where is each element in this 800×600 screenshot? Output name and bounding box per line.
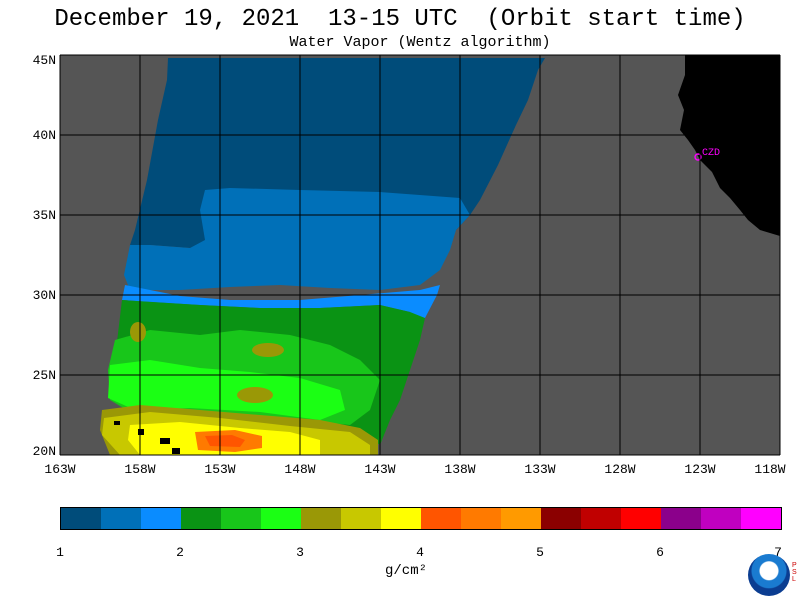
noaa-logo-icon	[748, 554, 790, 596]
colorbar-segment-2	[141, 508, 181, 529]
color-scale-bar	[60, 507, 782, 530]
island-speck	[172, 448, 180, 454]
island-speck	[114, 421, 120, 425]
lon-label-128w: 128W	[604, 462, 636, 477]
lat-lon-grid	[59, 54, 781, 456]
colorbar-segment-12	[541, 508, 581, 529]
lon-label-163w: 163W	[44, 462, 76, 477]
colorbar-segment-9	[421, 508, 461, 529]
island-speck	[160, 438, 170, 444]
swath-patch-olive	[252, 343, 284, 357]
colorbar-tick-2: 2	[176, 545, 184, 560]
map-subtitle: Water Vapor (Wentz algorithm)	[289, 34, 551, 51]
map-title: December 19, 2021 13-15 UTC (Orbit start…	[54, 6, 746, 33]
station-marker	[694, 153, 702, 161]
colorbar-segment-6	[301, 508, 341, 529]
lat-label-20n: 20N	[32, 444, 56, 459]
colorbar-tick-6: 6	[656, 545, 664, 560]
lat-label-30n: 30N	[32, 288, 56, 303]
lon-label-148w: 148W	[284, 462, 316, 477]
water-vapor-map: CZD	[59, 54, 781, 456]
colorbar-segment-17	[741, 508, 781, 529]
island-speck	[138, 429, 144, 435]
land-california-coast	[678, 55, 780, 236]
station-label: CZD	[702, 148, 720, 159]
lon-label-153w: 153W	[204, 462, 236, 477]
colorbar-segment-13	[581, 508, 621, 529]
colorbar-segment-15	[661, 508, 701, 529]
colorbar-tick-3: 3	[296, 545, 304, 560]
swath-patch-olive	[130, 322, 146, 342]
colorbar-segment-10	[461, 508, 501, 529]
colorbar-tick-5: 5	[536, 545, 544, 560]
colorbar-unit-label: g/cm²	[385, 563, 428, 579]
colorbar-segment-5	[261, 508, 301, 529]
colorbar-segment-3	[181, 508, 221, 529]
lon-label-158w: 158W	[124, 462, 156, 477]
satellite-swath	[100, 58, 545, 455]
colorbar-tick-1: 1	[56, 545, 64, 560]
colorbar-tick-4: 4	[416, 545, 424, 560]
colorbar-segment-4	[221, 508, 261, 529]
lon-label-138w: 138W	[444, 462, 476, 477]
lon-label-118w: 118W	[754, 462, 786, 477]
colorbar-segment-14	[621, 508, 661, 529]
colorbar-segment-11	[501, 508, 541, 529]
colorbar-segment-1	[101, 508, 141, 529]
lon-label-143w: 143W	[364, 462, 396, 477]
colorbar-segment-16	[701, 508, 741, 529]
lat-label-25n: 25N	[32, 368, 56, 383]
colorbar-segment-0	[61, 508, 101, 529]
colorbar-segment-8	[381, 508, 421, 529]
lon-label-133w: 133W	[524, 462, 556, 477]
lat-label-35n: 35N	[32, 208, 56, 223]
colorbar-tick-7: 7	[774, 545, 782, 560]
swath-band-mid-blue	[124, 188, 470, 290]
lat-label-45n: 45N	[32, 53, 56, 68]
lon-label-123w: 123W	[684, 462, 716, 477]
swath-band-orange-red	[205, 435, 245, 447]
lat-label-40n: 40N	[32, 128, 56, 143]
colorbar-segment-7	[341, 508, 381, 529]
swath-patch-olive	[237, 387, 273, 403]
